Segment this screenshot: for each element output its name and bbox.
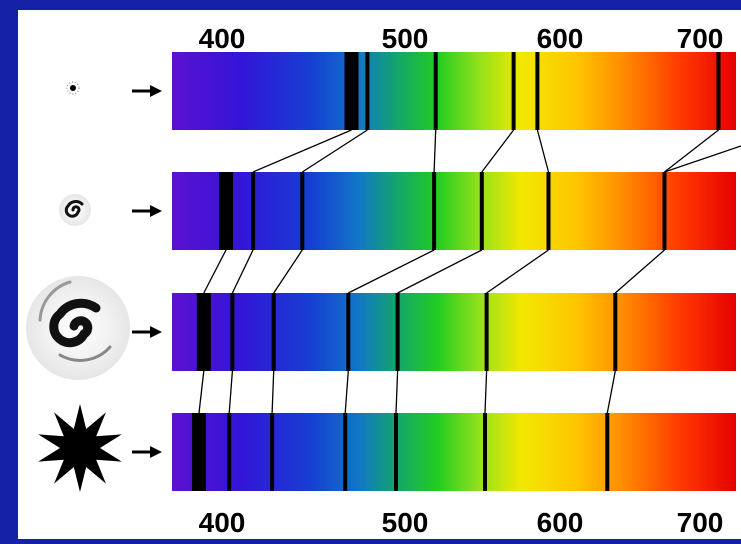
absorption-line bbox=[365, 52, 369, 130]
scale-bottom-700: 700 bbox=[677, 507, 724, 538]
scale-bottom-500: 500 bbox=[382, 507, 429, 538]
absorption-line bbox=[480, 172, 484, 250]
scale-bottom-400: 400 bbox=[199, 507, 246, 538]
scale-top-600: 600 bbox=[537, 23, 584, 54]
absorption-line bbox=[663, 172, 667, 250]
absorption-line bbox=[613, 293, 617, 371]
spectrum-band-1 bbox=[172, 52, 736, 130]
absorption-line bbox=[230, 293, 234, 371]
absorption-line bbox=[483, 413, 487, 491]
absorption-line bbox=[535, 52, 539, 130]
absorption-line bbox=[219, 172, 233, 250]
absorption-line bbox=[512, 52, 516, 130]
absorption-line bbox=[547, 172, 551, 250]
absorption-line bbox=[270, 413, 274, 491]
absorption-line bbox=[605, 413, 609, 491]
scale-top-500: 500 bbox=[382, 23, 429, 54]
small-spiral-galaxy-icon bbox=[59, 194, 91, 226]
spectrum-band-3 bbox=[172, 293, 736, 371]
scale-top-700: 700 bbox=[677, 23, 724, 54]
absorption-line bbox=[346, 293, 350, 371]
absorption-line bbox=[272, 293, 276, 371]
scale-top-400: 400 bbox=[199, 23, 246, 54]
absorption-line bbox=[343, 413, 347, 491]
absorption-line bbox=[394, 413, 398, 491]
absorption-line bbox=[434, 52, 438, 130]
absorption-line bbox=[432, 172, 436, 250]
absorption-line bbox=[192, 413, 206, 491]
absorption-line bbox=[345, 52, 359, 130]
spectrum-band-4 bbox=[172, 413, 736, 491]
spectrum-band-2 bbox=[172, 172, 736, 250]
absorption-line bbox=[227, 413, 231, 491]
absorption-line bbox=[485, 293, 489, 371]
large-spiral-galaxy-icon bbox=[26, 276, 130, 380]
scale-bottom-600: 600 bbox=[537, 507, 584, 538]
absorption-line bbox=[197, 293, 211, 371]
absorption-line bbox=[396, 293, 400, 371]
absorption-line bbox=[717, 52, 721, 130]
absorption-line bbox=[251, 172, 255, 250]
absorption-line bbox=[300, 172, 304, 250]
